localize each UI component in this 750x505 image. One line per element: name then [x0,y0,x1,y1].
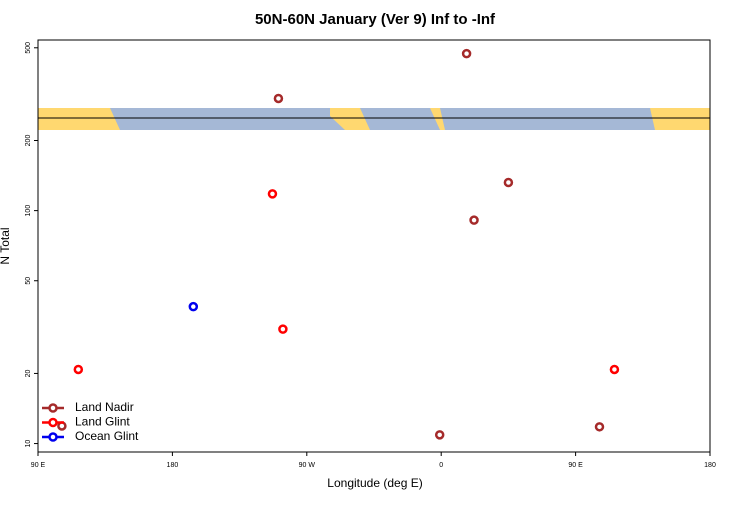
legend-label: Ocean Glint [75,429,139,443]
x-tick-label: 0 [439,462,443,469]
x-axis-label: Longitude (deg E) [327,476,422,490]
plot-frame [37,39,711,453]
point [73,364,84,375]
y-tick-label: 20 [25,369,32,377]
map-band [38,108,710,130]
y-tick-label: 100 [25,205,32,217]
x-tick-label: 90 E [31,462,46,469]
y-tick-label: 50 [25,277,32,285]
x-tick-label: 90 W [299,462,316,469]
legend-label: Land Glint [75,415,130,429]
legend-marker [48,432,58,442]
legend-marker [48,417,58,428]
chart-title: 50N-60N January (Ver 9) Inf to -Inf [255,11,496,28]
y-tick-label: 200 [25,135,32,147]
point [188,301,199,312]
y-axis-label: N Total [0,227,12,264]
point [609,364,620,375]
point [461,48,472,59]
point [267,189,278,199]
legend-marker [48,403,58,413]
point [434,430,445,440]
point [273,93,284,104]
y-tick-label: 10 [25,440,32,448]
point [503,177,514,188]
point [469,215,479,225]
legend-label: Land Nadir [75,400,134,414]
x-tick-label: 180 [704,462,716,469]
x-tick-label: 90 E [568,462,583,469]
y-tick-label: 500 [25,42,32,54]
point [594,422,605,432]
x-tick-label: 180 [167,462,179,469]
point [278,324,288,334]
